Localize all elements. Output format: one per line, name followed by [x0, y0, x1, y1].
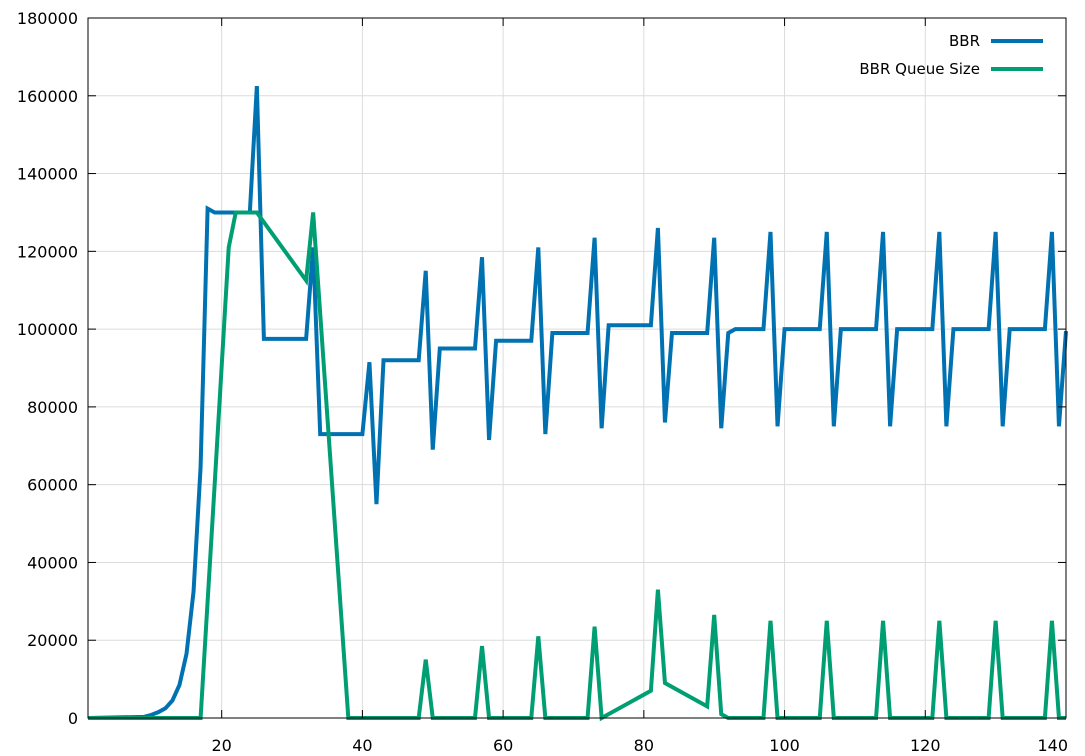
y-tick-label: 140000: [17, 165, 78, 184]
legend: BBR BBR Queue Size: [859, 32, 1043, 78]
y-tick-label: 60000: [27, 476, 78, 495]
y-tick-label: 40000: [27, 553, 78, 572]
axis-ticks: 0 20000 40000 60000 80000 100000 120000 140000 1…: [17, 9, 1068, 755]
legend-label: BBR: [949, 32, 980, 50]
y-tick-label: 80000: [27, 398, 78, 417]
series-lines: [87, 85, 1068, 722]
y-tick-label: 160000: [17, 87, 78, 106]
x-tick-label: 80: [634, 736, 654, 755]
y-tick-label: 180000: [17, 9, 78, 28]
x-tick-label: 120: [910, 736, 941, 755]
y-tick-label: 100000: [17, 320, 78, 339]
plot-frame: [87, 17, 1067, 719]
x-tick-label: 60: [493, 736, 513, 755]
x-tick-label: 100: [769, 736, 800, 755]
x-tick-label: 140: [1037, 736, 1068, 755]
legend-label: BBR Queue Size: [859, 60, 980, 78]
series-line-bbr-queue-size: [88, 210, 1066, 722]
grid-lines: [88, 18, 1066, 718]
y-tick-label: 0: [68, 709, 78, 728]
x-tick-label: 40: [352, 736, 372, 755]
y-tick-label: 120000: [17, 242, 78, 261]
x-tick-label: 20: [212, 736, 232, 755]
y-tick-label: 20000: [27, 631, 78, 650]
series-line-bbr: [87, 85, 1068, 720]
